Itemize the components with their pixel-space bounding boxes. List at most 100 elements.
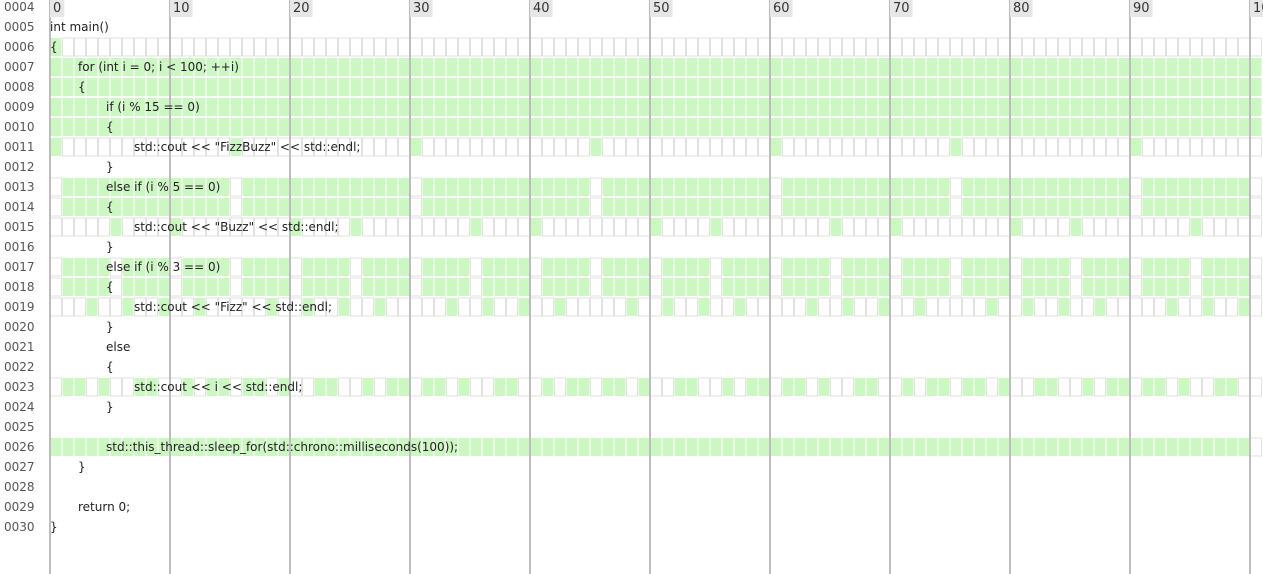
hit-cell	[1034, 198, 1046, 216]
hit-cell	[506, 118, 518, 136]
hit-cell	[362, 258, 374, 276]
empty-cell	[962, 297, 974, 317]
empty-cell	[1154, 37, 1166, 57]
empty-cell	[1046, 137, 1058, 157]
empty-cell	[194, 37, 206, 57]
hit-cell	[638, 378, 650, 396]
empty-cell	[590, 277, 602, 297]
line-number: 0016	[4, 240, 35, 254]
hit-cell	[854, 78, 866, 96]
hit-cell	[266, 58, 278, 76]
empty-cell	[1190, 37, 1202, 57]
hit-cell	[110, 118, 122, 136]
hit-cell	[1022, 78, 1034, 96]
hit-cell	[266, 278, 278, 296]
hit-cell	[1058, 118, 1070, 136]
empty-cell	[458, 297, 470, 317]
empty-cell	[950, 37, 962, 57]
hit-cell	[170, 198, 182, 216]
hit-cell	[170, 98, 182, 116]
hit-cell	[578, 78, 590, 96]
empty-cell	[1202, 137, 1214, 157]
hit-cell	[254, 438, 266, 456]
hit-cell	[866, 258, 878, 276]
line-number: 0019	[4, 300, 35, 314]
hit-cell	[386, 58, 398, 76]
hit-cell	[542, 438, 554, 456]
hit-cell	[386, 98, 398, 116]
line-number: 0008	[4, 80, 35, 94]
hit-cell	[482, 78, 494, 96]
empty-cell	[1190, 277, 1202, 297]
empty-cell	[926, 137, 938, 157]
empty-cell	[902, 37, 914, 57]
empty-cell	[110, 277, 122, 297]
hit-cell	[230, 78, 242, 96]
hit-cell	[578, 198, 590, 216]
empty-cell	[230, 277, 242, 297]
line-number: 0010	[4, 120, 35, 134]
empty-cell	[830, 297, 842, 317]
hit-cell	[398, 178, 410, 196]
empty-cell	[698, 37, 710, 57]
hit-cell	[734, 178, 746, 196]
hit-cell	[230, 98, 242, 116]
hit-cell	[1058, 278, 1070, 296]
hit-cell	[86, 278, 98, 296]
hit-cell	[854, 438, 866, 456]
hit-cell	[842, 58, 854, 76]
empty-cell	[242, 217, 254, 237]
hit-cell	[422, 58, 434, 76]
empty-cell	[710, 277, 722, 297]
empty-cell	[674, 217, 686, 237]
hit-cell	[878, 258, 890, 276]
hit-cell	[314, 378, 326, 396]
hit-cell	[710, 98, 722, 116]
hit-cell	[494, 178, 506, 196]
empty-cell	[818, 37, 830, 57]
hit-cell	[902, 198, 914, 216]
hit-cell	[146, 278, 158, 296]
hit-cell	[770, 98, 782, 116]
hit-cell	[110, 78, 122, 96]
hit-cell	[482, 98, 494, 116]
hit-cell	[278, 78, 290, 96]
hit-cell	[1022, 198, 1034, 216]
empty-cell	[578, 37, 590, 57]
code-line: std::cout << "FizzBuzz" << std::endl;	[50, 140, 361, 154]
hit-cell	[146, 118, 158, 136]
empty-cell	[1130, 297, 1142, 317]
hit-cell	[326, 178, 338, 196]
empty-cell	[746, 137, 758, 157]
hit-cell	[722, 178, 734, 196]
hit-cell	[194, 438, 206, 456]
empty-cell	[1070, 37, 1082, 57]
hit-cell	[314, 198, 326, 216]
empty-cell	[350, 377, 362, 397]
hit-cell	[338, 278, 350, 296]
empty-cell	[1022, 377, 1034, 397]
empty-cell	[1226, 217, 1238, 237]
hit-cell	[110, 58, 122, 76]
hit-cell	[1010, 438, 1022, 456]
hit-cell	[422, 178, 434, 196]
code-line: {	[50, 40, 58, 54]
empty-cell	[1202, 217, 1214, 237]
hit-cell	[1214, 118, 1226, 136]
hit-cell	[434, 58, 446, 76]
empty-cell	[1010, 137, 1022, 157]
code-line: {	[50, 360, 114, 374]
code-line: {	[50, 120, 114, 134]
hit-cell	[662, 258, 674, 276]
hit-cell	[806, 98, 818, 116]
hit-cell	[434, 278, 446, 296]
code-line: }	[50, 400, 114, 414]
empty-cell	[506, 217, 518, 237]
hit-cell	[290, 58, 302, 76]
hit-cell	[326, 98, 338, 116]
empty-cell	[350, 297, 362, 317]
hit-cell	[926, 438, 938, 456]
hit-cell	[398, 278, 410, 296]
code-line: for (int i = 0; i < 100; ++i)	[50, 60, 239, 74]
hit-cell	[1202, 258, 1214, 276]
